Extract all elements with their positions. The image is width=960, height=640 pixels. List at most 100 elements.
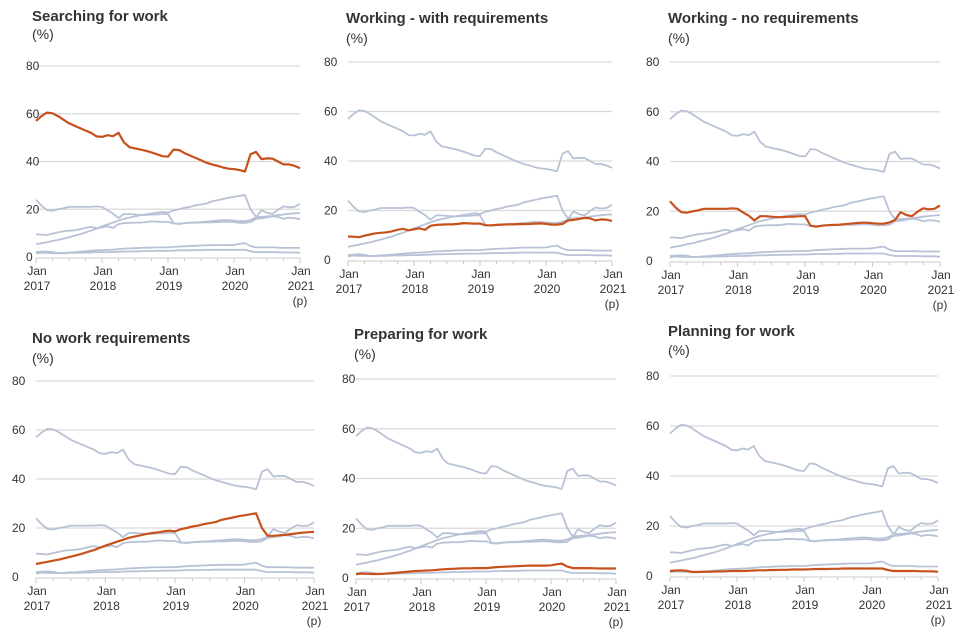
y-axis-unit-label: (%) bbox=[32, 350, 54, 366]
y-tick-label: 40 bbox=[342, 472, 356, 486]
x-tick-label: 2018 bbox=[725, 283, 752, 297]
series-line bbox=[35, 193, 301, 246]
x-tick-label: 2020 bbox=[860, 283, 887, 297]
x-tick-label: 2020 bbox=[232, 599, 259, 613]
x-tick-label: Jan bbox=[796, 268, 815, 282]
x-tick-label: Jan bbox=[339, 267, 358, 281]
y-tick-label: 0 bbox=[26, 250, 33, 264]
x-tick-label: Jan bbox=[93, 264, 112, 278]
y-tick-label: 80 bbox=[646, 55, 660, 69]
y-tick-label: 80 bbox=[342, 372, 356, 386]
series-line bbox=[35, 215, 301, 236]
x-tick-label: 2021 bbox=[600, 282, 627, 296]
x-tick-label: Jan bbox=[864, 268, 883, 282]
series-line bbox=[669, 195, 941, 249]
x-tick-label: (p) bbox=[933, 298, 948, 312]
y-tick-label: 40 bbox=[646, 155, 660, 169]
x-tick-label: 2017 bbox=[24, 279, 51, 293]
x-tick-label: (p) bbox=[609, 615, 624, 629]
series-line-highlighted bbox=[669, 200, 941, 228]
y-tick-label: 20 bbox=[342, 521, 356, 535]
x-tick-label: Jan bbox=[305, 584, 324, 598]
x-tick-label: Jan bbox=[97, 584, 116, 598]
y-tick-label: 40 bbox=[324, 154, 338, 168]
series-line bbox=[35, 427, 315, 491]
x-tick-label: 2021 bbox=[302, 599, 329, 613]
chart-panel: Preparing for work (%) 0 20 40 60 80 Jan 2017 Jan… bbox=[320, 320, 640, 640]
series-line bbox=[669, 109, 941, 173]
y-tick-label: 20 bbox=[12, 521, 26, 535]
y-tick-label: 40 bbox=[646, 469, 660, 483]
x-tick-label: (p) bbox=[931, 613, 946, 627]
x-tick-label: 2021 bbox=[928, 283, 955, 297]
x-tick-label: 2019 bbox=[793, 283, 820, 297]
chart-title: No work requirements bbox=[32, 330, 191, 347]
x-tick-label: Jan bbox=[607, 585, 626, 599]
x-tick-label: Jan bbox=[931, 268, 950, 282]
chart-title: Planning for work bbox=[668, 323, 795, 340]
x-tick-label: 2018 bbox=[402, 282, 429, 296]
x-tick-label: 2018 bbox=[90, 279, 117, 293]
x-tick-label: Jan bbox=[27, 584, 46, 598]
series-line bbox=[35, 248, 301, 255]
series-line bbox=[35, 561, 314, 575]
series-line bbox=[669, 217, 941, 240]
y-tick-label: 60 bbox=[342, 422, 356, 436]
line-chart: 020406080Jan2017Jan2018Jan2019Jan2020Jan… bbox=[646, 55, 955, 312]
y-axis-unit-label: (%) bbox=[668, 342, 690, 358]
x-tick-label: 2020 bbox=[859, 598, 886, 612]
x-tick-label: Jan bbox=[661, 268, 680, 282]
x-tick-label: Jan bbox=[729, 268, 748, 282]
x-tick-label: 2017 bbox=[24, 599, 51, 613]
x-tick-label: Jan bbox=[347, 585, 366, 599]
chart-panel: Planning for work (%) 0 20 40 60 80 Jan 2017 Jan 2… bbox=[640, 320, 960, 640]
x-tick-label: 2019 bbox=[792, 598, 819, 612]
y-axis-unit-label: (%) bbox=[346, 30, 368, 46]
y-tick-label: 60 bbox=[646, 105, 660, 119]
x-tick-label: Jan bbox=[471, 267, 490, 281]
y-tick-label: 80 bbox=[12, 374, 26, 388]
x-tick-label: 2020 bbox=[222, 279, 249, 293]
y-tick-label: 20 bbox=[324, 204, 338, 218]
x-tick-label: 2020 bbox=[534, 282, 561, 296]
y-axis-unit-label: (%) bbox=[354, 346, 376, 362]
x-tick-label: Jan bbox=[27, 264, 46, 278]
series-line-highlighted bbox=[35, 111, 301, 173]
series-line bbox=[355, 512, 617, 566]
x-tick-label: Jan bbox=[225, 264, 244, 278]
line-chart: 020406080Jan2017Jan2018Jan2019Jan2020Jan… bbox=[342, 372, 631, 629]
chart-panel: Working - with requirements (%) 0 20 40 60 80 J… bbox=[320, 0, 640, 320]
x-tick-label: Jan bbox=[728, 583, 747, 597]
x-tick-label: Jan bbox=[603, 267, 622, 281]
x-tick-label: (p) bbox=[293, 294, 308, 308]
series-line bbox=[669, 423, 939, 488]
y-tick-label: 60 bbox=[12, 423, 26, 437]
line-chart: 020406080Jan2017Jan2018Jan2019Jan2020Jan… bbox=[324, 55, 627, 311]
x-tick-label: (p) bbox=[605, 297, 620, 311]
x-tick-label: 2020 bbox=[539, 600, 566, 614]
series-line-highlighted bbox=[347, 216, 613, 239]
x-tick-label: Jan bbox=[929, 583, 948, 597]
x-tick-label: Jan bbox=[862, 583, 881, 597]
x-tick-label: 2018 bbox=[93, 599, 120, 613]
series-line bbox=[669, 532, 939, 554]
series-line bbox=[347, 109, 613, 173]
y-tick-label: 20 bbox=[26, 202, 40, 216]
y-tick-label: 0 bbox=[646, 254, 653, 268]
y-tick-label: 0 bbox=[12, 570, 19, 584]
chart-panel: No work requirements (%) 0 20 40 60 80 Jan 2017 J… bbox=[0, 320, 329, 640]
x-tick-label: Jan bbox=[236, 584, 255, 598]
x-tick-label: 2019 bbox=[163, 599, 190, 613]
x-tick-label: 2018 bbox=[409, 600, 436, 614]
series-line bbox=[35, 534, 315, 556]
chart-panel: Working - no requirements (%) 0 20 40 60 80 Jan… bbox=[640, 0, 960, 320]
chart-title: Searching for work bbox=[32, 8, 168, 25]
x-tick-label: 2017 bbox=[658, 283, 685, 297]
y-axis-unit-label: (%) bbox=[668, 30, 690, 46]
y-tick-label: 20 bbox=[646, 519, 660, 533]
series-line bbox=[347, 251, 613, 257]
x-tick-label: Jan bbox=[477, 585, 496, 599]
chart-title: Working - with requirements bbox=[346, 10, 549, 27]
y-tick-label: 20 bbox=[646, 204, 660, 218]
x-tick-label: Jan bbox=[661, 583, 680, 597]
